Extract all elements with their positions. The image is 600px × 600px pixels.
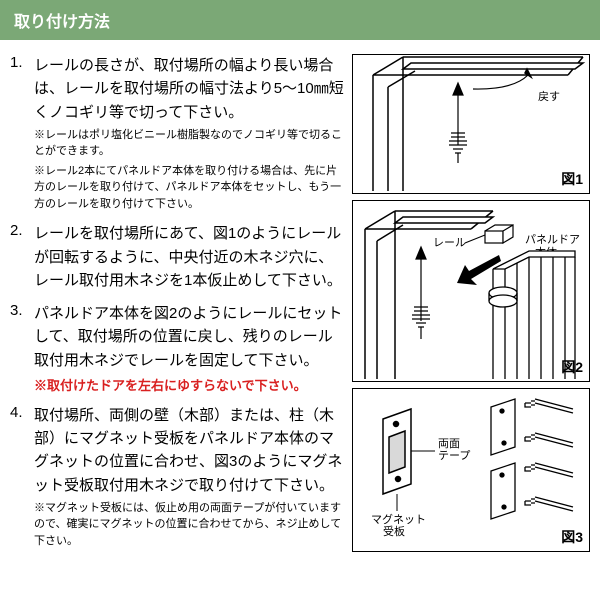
content-area: レールの長さが、取付場所の幅より長い場合は、レールを取付場所の幅寸法より5～10… (0, 40, 600, 569)
figure-3: 両面テープ マグネット受板 図3 (352, 388, 590, 552)
fig1-return-label: 戻す (538, 90, 560, 103)
step-note: ※レール2本にてパネルドア本体を取り付ける場合は、先に片方のレールを取り付けて、… (34, 163, 346, 213)
figure-2-label: 図2 (561, 357, 583, 377)
figure-3-label: 図3 (561, 527, 583, 547)
figure-3-svg: 両面テープ マグネット受板 (353, 389, 587, 549)
step-3: パネルドア本体を図2のようにレールにセットして、取付場所の位置に戻し、残りのレー… (10, 302, 346, 394)
header-title: 取り付け方法 (14, 14, 110, 31)
step-note: ※マグネット受板には、仮止め用の両面テープが付いていますので、確実にマグネットの… (34, 500, 346, 550)
arrow-icon (457, 255, 501, 285)
step-note: ※レールはポリ塩化ビニール樹脂製なのでノコギリ等で切ることができます。 (34, 127, 346, 160)
step-body: パネルドア本体を図2のようにレールにセットして、取付場所の位置に戻し、残りのレー… (34, 302, 346, 372)
step-body: 取付場所、両側の壁（木部）または、柱（木部）にマグネット受板をパネルドア本体のマ… (34, 404, 346, 497)
instruction-column: レールの長さが、取付場所の幅より長い場合は、レールを取付場所の幅寸法より5～10… (10, 54, 352, 559)
step-2: レールを取付場所にあて、図1のようにレールが回転するように、中央付近の木ネジ穴に… (10, 222, 346, 292)
step-1: レールの長さが、取付場所の幅より長い場合は、レールを取付場所の幅寸法より5～10… (10, 54, 346, 212)
instruction-list: レールの長さが、取付場所の幅より長い場合は、レールを取付場所の幅寸法より5～10… (10, 54, 346, 549)
figure-1-label: 図1 (561, 169, 583, 189)
figure-2: レール パネルドア本体 (352, 200, 590, 382)
figure-column: 戻す 図1 レール (352, 54, 590, 559)
figure-1: 戻す 図1 (352, 54, 590, 194)
step-4: 取付場所、両側の壁（木部）または、柱（木部）にマグネット受板をパネルドア本体のマ… (10, 404, 346, 550)
fig2-rail-label: レール (433, 237, 466, 249)
step-warning: ※取付けたドアを左右にゆすらないで下さい。 (34, 375, 346, 394)
step-body: レールの長さが、取付場所の幅より長い場合は、レールを取付場所の幅寸法より5～10… (34, 54, 346, 124)
figure-2-svg: レール パネルドア本体 (353, 201, 587, 379)
section-header: 取り付け方法 (0, 0, 600, 40)
figure-1-svg: 戻す (353, 55, 587, 191)
step-body: レールを取付場所にあて、図1のようにレールが回転するように、中央付近の木ネジ穴に… (34, 222, 346, 292)
fig3-magnet-label: マグネット受板 (371, 512, 426, 538)
fig3-tape-label: 両面テープ (438, 438, 470, 462)
